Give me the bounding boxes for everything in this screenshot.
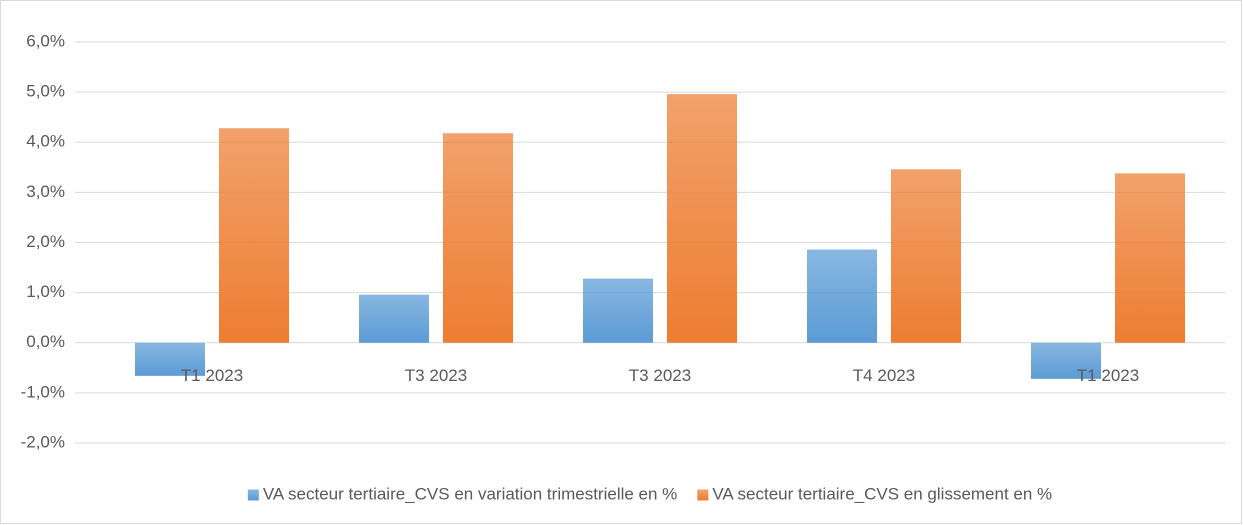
x-tick-label: T3 2023 [405, 366, 467, 385]
x-tick-label: T1 2023 [181, 366, 243, 385]
y-tick-label: 5,0% [26, 82, 65, 101]
y-tick-label: -1,0% [21, 382, 65, 401]
bar [891, 169, 961, 343]
x-tick-label: T4 2023 [853, 366, 915, 385]
bar [359, 294, 429, 343]
bar [1115, 173, 1185, 343]
bar [667, 94, 737, 343]
x-tick-label: T3 2023 [629, 366, 691, 385]
bar [1031, 342, 1101, 379]
y-tick-label: 0,0% [26, 332, 65, 351]
legend-label: VA secteur tertiaire_CVS en glissement e… [712, 484, 1052, 503]
bar [219, 128, 289, 343]
y-tick-label: 4,0% [26, 132, 65, 151]
legend-swatch [697, 489, 709, 501]
x-tick-label: T1 2023 [1077, 366, 1139, 385]
y-tick-label: 3,0% [26, 182, 65, 201]
y-tick-label: 1,0% [26, 282, 65, 301]
bar [443, 133, 513, 343]
y-tick-label: 2,0% [26, 232, 65, 251]
bar [807, 249, 877, 343]
legend-swatch [247, 489, 259, 501]
y-tick-label: 6,0% [26, 31, 65, 50]
bar [583, 278, 653, 343]
legend-label: VA secteur tertiaire_CVS en variation tr… [263, 484, 677, 503]
bar [135, 342, 205, 376]
y-tick-label: -2,0% [21, 432, 65, 451]
